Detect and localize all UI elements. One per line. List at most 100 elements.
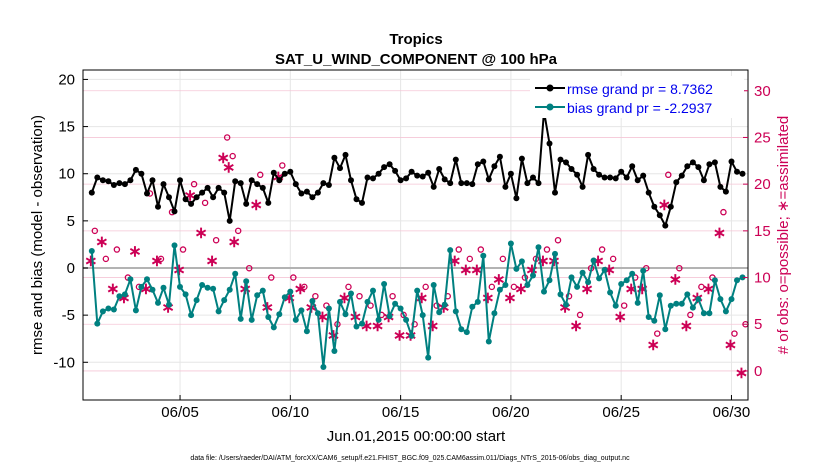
bias-point: [474, 298, 481, 305]
obs-assimilated-marker: ∗: [658, 197, 671, 214]
bias-point: [717, 296, 724, 303]
obs-assimilated-marker: ∗: [647, 337, 660, 354]
rmse-point: [381, 164, 388, 171]
rmse-point: [568, 166, 575, 172]
rmse-point: [728, 158, 735, 165]
bias-point: [314, 310, 321, 317]
bias-point: [524, 282, 531, 288]
bias-point: [496, 286, 503, 293]
bias-point: [121, 291, 128, 298]
y2-tick-label: 5: [754, 316, 762, 333]
obs-possible-marker: [389, 292, 396, 300]
legend-box: [530, 76, 744, 118]
y2-tick-label: 20: [754, 176, 771, 193]
bias-point: [734, 277, 740, 284]
bias-point: [491, 310, 498, 317]
bias-point: [199, 282, 206, 288]
rmse-point: [408, 168, 415, 175]
bias-point: [160, 284, 167, 291]
bias-point: [700, 310, 707, 317]
bias-point: [722, 308, 729, 315]
rmse-point: [270, 169, 277, 176]
obs-assimilated-marker: ∗: [426, 318, 439, 335]
bias-point: [259, 287, 266, 294]
rmse-point: [110, 182, 117, 188]
rmse-point: [689, 159, 696, 166]
x-tick-label: 06/15: [382, 404, 420, 421]
obs-assimilated-marker: ∗: [194, 225, 207, 242]
rmse-point: [563, 159, 569, 166]
rmse-point: [337, 165, 343, 172]
bias-point: [144, 276, 150, 283]
bias-point: [215, 308, 222, 315]
rmse-point: [259, 184, 266, 191]
rmse-point: [640, 172, 647, 179]
rmse-point: [226, 217, 233, 224]
rmse-point: [215, 184, 222, 191]
obs-possible-marker: [499, 255, 507, 263]
bias-point: [281, 294, 288, 301]
bias-point: [397, 305, 404, 312]
bias-point: [166, 301, 172, 308]
bias-point: [463, 329, 470, 336]
obs-assimilated-marker: ∗: [735, 365, 748, 382]
legend-rmse-marker: [546, 84, 554, 92]
legend-bias-label: bias grand pr = -2.2937: [567, 100, 712, 116]
rmse-point: [94, 174, 101, 181]
bias-point: [667, 302, 674, 309]
obs-possible-marker: [245, 264, 253, 272]
obs-assimilated-marker: ∗: [222, 159, 235, 176]
obs-possible-marker: [190, 180, 198, 188]
y2-tick-label: 25: [754, 129, 771, 146]
rmse-point: [557, 156, 564, 163]
bias-point: [662, 326, 669, 333]
obs-possible-marker: [720, 208, 727, 216]
rmse-point: [364, 174, 371, 181]
y2-axis-label: # of obs: o=possible; ∗=assimilated: [775, 116, 792, 355]
bias-point: [254, 292, 261, 299]
obs-assimilated-marker: ∗: [613, 309, 626, 326]
bias-point: [370, 287, 376, 294]
rmse-point: [403, 175, 410, 182]
bias-point: [585, 279, 592, 286]
bias-point: [226, 286, 233, 293]
obs-possible-marker: [312, 292, 319, 300]
rmse-point: [739, 170, 746, 177]
legend-bias-marker: [546, 103, 554, 111]
rmse-point: [673, 179, 680, 186]
bias-point: [292, 316, 299, 323]
obs-assimilated-marker: ∗: [172, 262, 185, 279]
rmse-point: [193, 194, 200, 201]
rmse-point: [678, 172, 685, 179]
rmse-point: [375, 170, 382, 177]
rmse-point: [430, 183, 437, 190]
bias-point: [265, 314, 272, 320]
rmse-series: [88, 108, 746, 229]
bias-point: [430, 282, 437, 288]
bias-point: [99, 308, 106, 315]
rmse-point: [353, 196, 360, 203]
bias-point: [673, 300, 680, 307]
obs-possible-marker: [676, 264, 683, 272]
rmse-point: [370, 175, 376, 182]
rmse-point: [474, 161, 481, 168]
bias-point: [298, 307, 305, 314]
plot-frame: [82, 69, 749, 401]
rmse-point: [684, 163, 691, 170]
obs-possible-marker: [400, 311, 407, 319]
bias-point: [105, 305, 112, 312]
y-tick-label: 10: [58, 166, 75, 183]
rmse-point: [623, 174, 630, 181]
bias-point: [348, 290, 354, 297]
rmse-point: [734, 168, 740, 175]
obs-assimilated-marker: ∗: [503, 290, 516, 307]
bias-point: [408, 332, 415, 339]
bias-point: [177, 283, 183, 290]
right-axis-ticks: 0 5 10 15 20 25 30: [743, 83, 771, 380]
x-tick-label: 06/30: [713, 404, 751, 421]
bias-point: [596, 275, 603, 282]
chart-subtitle: SAT_U_WIND_COMPONENT @ 100 hPa: [275, 51, 558, 68]
obs-possible-marker: [113, 246, 121, 253]
y-tick-label: 5: [67, 213, 75, 230]
